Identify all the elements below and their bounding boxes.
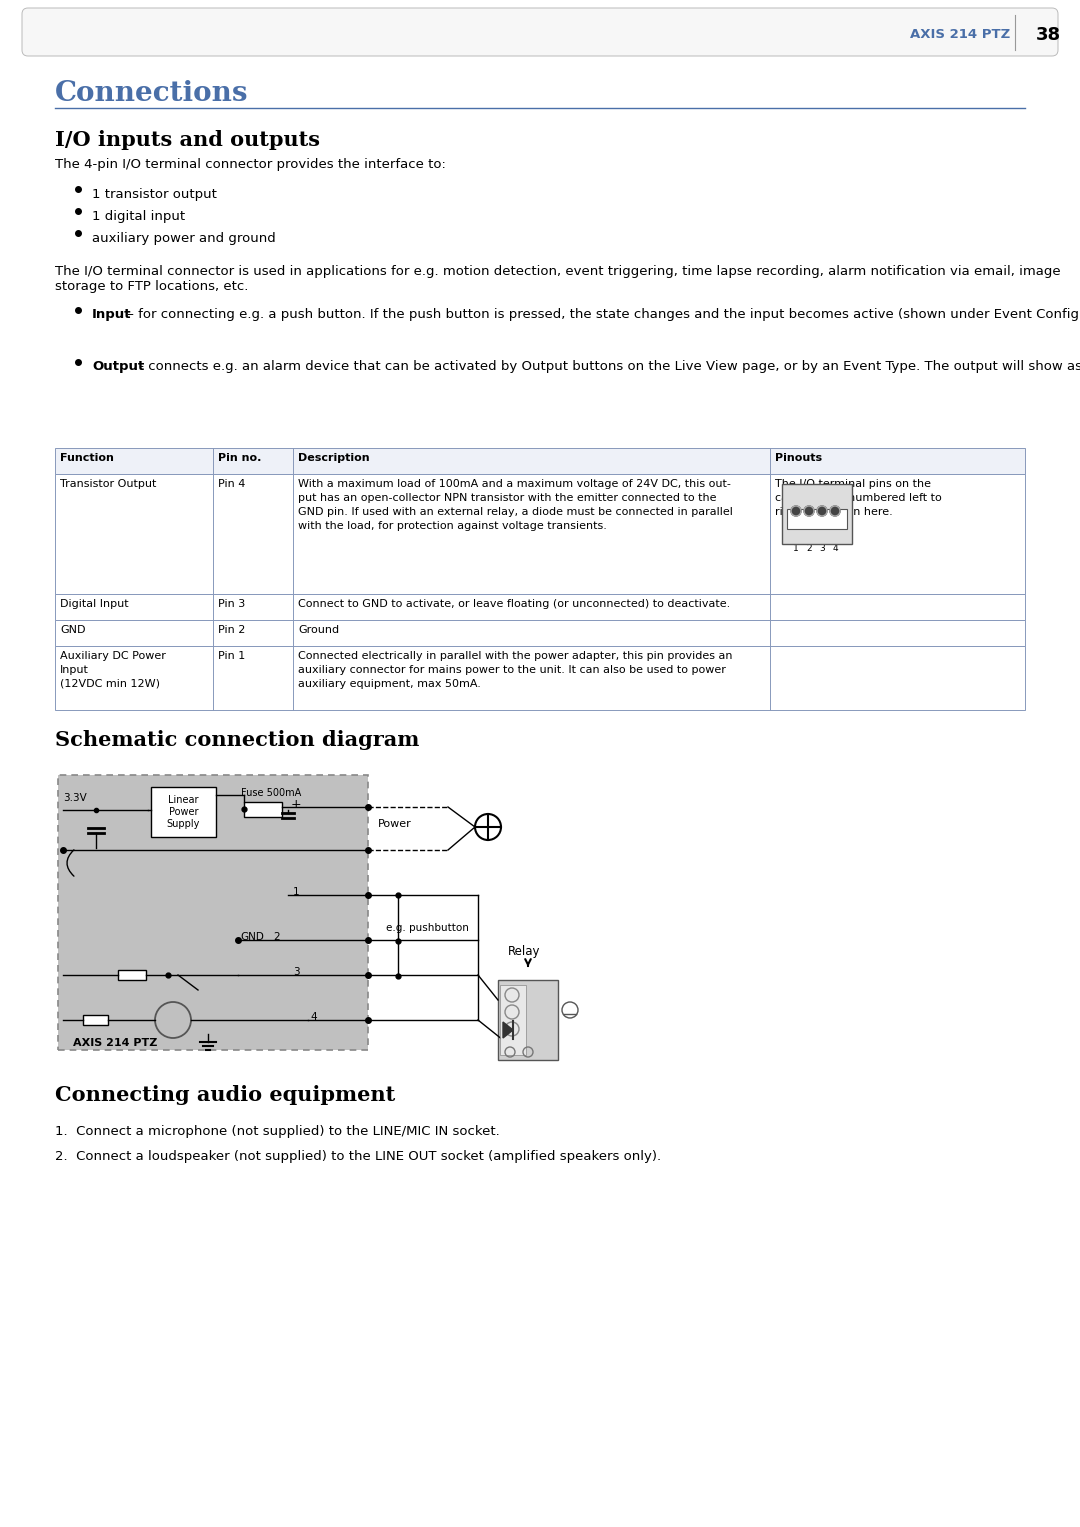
Text: 1: 1 <box>793 544 799 553</box>
Circle shape <box>816 505 827 516</box>
Text: Pin 4: Pin 4 <box>218 479 245 489</box>
Bar <box>83 1015 108 1025</box>
Text: 4: 4 <box>310 1012 316 1022</box>
Text: 2: 2 <box>806 544 812 553</box>
Text: 3.3V: 3.3V <box>63 793 86 803</box>
Bar <box>118 970 146 980</box>
Bar <box>55 473 1025 594</box>
Text: GND: GND <box>240 931 264 942</box>
Text: Connected electrically in parallel with the power adapter, this pin provides an
: Connected electrically in parallel with … <box>298 651 732 689</box>
Text: Relay: Relay <box>508 945 540 957</box>
Bar <box>787 508 847 528</box>
Text: – for connecting e.g. a push button. If the push button is pressed, the state ch: – for connecting e.g. a push button. If … <box>123 308 1080 321</box>
Text: 3: 3 <box>819 544 825 553</box>
Text: 1 transistor output: 1 transistor output <box>92 188 217 202</box>
Text: The 4-pin I/O terminal connector provides the interface to:: The 4-pin I/O terminal connector provide… <box>55 157 446 171</box>
Polygon shape <box>503 1022 513 1038</box>
Text: e.g. pushbutton: e.g. pushbutton <box>386 922 469 933</box>
Bar <box>782 484 852 544</box>
Text: Fuse 500mA: Fuse 500mA <box>241 788 301 799</box>
Text: 2.  Connect a loudspeaker (not supplied) to the LINE OUT socket (amplified speak: 2. Connect a loudspeaker (not supplied) … <box>55 1150 661 1164</box>
Bar <box>500 985 526 1055</box>
Bar <box>244 802 282 817</box>
Text: 4: 4 <box>833 544 838 553</box>
Text: - connects e.g. an alarm device that can be activated by Output buttons on the L: - connects e.g. an alarm device that can… <box>135 360 1080 373</box>
Bar <box>55 447 1025 473</box>
Text: I/O inputs and outputs: I/O inputs and outputs <box>55 130 320 150</box>
Bar <box>55 646 1025 710</box>
Text: +: + <box>291 799 301 811</box>
Text: Linear
Power
Supply: Linear Power Supply <box>166 794 200 829</box>
Text: 38: 38 <box>1036 26 1061 44</box>
Text: Schematic connection diagram: Schematic connection diagram <box>55 730 419 750</box>
Text: 2: 2 <box>273 931 280 942</box>
Text: Pinouts: Pinouts <box>775 454 822 463</box>
Text: Connect to GND to activate, or leave floating (or unconnected) to deactivate.: Connect to GND to activate, or leave flo… <box>298 599 730 609</box>
FancyBboxPatch shape <box>22 8 1058 56</box>
Text: 1 digital input: 1 digital input <box>92 211 185 223</box>
Text: Power: Power <box>378 818 411 829</box>
Text: Description: Description <box>298 454 369 463</box>
Text: auxiliary power and ground: auxiliary power and ground <box>92 232 275 244</box>
Bar <box>498 980 558 1060</box>
Text: Input: Input <box>92 308 132 321</box>
Text: 1.  Connect a microphone (not supplied) to the LINE/MIC IN socket.: 1. Connect a microphone (not supplied) t… <box>55 1125 500 1138</box>
Bar <box>58 776 368 1051</box>
Text: Auxiliary DC Power
Input
(12VDC min 12W): Auxiliary DC Power Input (12VDC min 12W) <box>60 651 166 689</box>
Text: 1: 1 <box>293 887 299 896</box>
Text: Pin 3: Pin 3 <box>218 599 245 609</box>
Text: Connections: Connections <box>55 79 248 107</box>
Text: 3: 3 <box>293 967 299 977</box>
Text: Connecting audio equipment: Connecting audio equipment <box>55 1086 395 1106</box>
Bar <box>151 786 216 837</box>
Text: Device: Device <box>510 1052 545 1061</box>
Text: Pin 1: Pin 1 <box>218 651 245 661</box>
Text: AXIS 214 PTZ: AXIS 214 PTZ <box>910 29 1010 41</box>
Text: The I/O terminal pins on the
cameras are numbered left to
right, as shown here.: The I/O terminal pins on the cameras are… <box>775 479 942 518</box>
Text: Function: Function <box>60 454 113 463</box>
Bar <box>55 620 1025 646</box>
Text: GND: GND <box>60 625 85 635</box>
Text: Transistor Output: Transistor Output <box>60 479 157 489</box>
Text: AXIS 214 PTZ: AXIS 214 PTZ <box>73 1038 158 1048</box>
Bar <box>55 594 1025 620</box>
Text: With a maximum load of 100mA and a maximum voltage of 24V DC, this out-
put has : With a maximum load of 100mA and a maxim… <box>298 479 733 531</box>
Text: Pin 2: Pin 2 <box>218 625 245 635</box>
Text: The I/O terminal connector is used in applications for e.g. motion detection, ev: The I/O terminal connector is used in ap… <box>55 266 1061 293</box>
Circle shape <box>831 505 840 516</box>
Text: Digital Input: Digital Input <box>60 599 129 609</box>
Circle shape <box>804 505 814 516</box>
Text: Output: Output <box>92 360 145 373</box>
Text: Pin no.: Pin no. <box>218 454 261 463</box>
Circle shape <box>791 505 801 516</box>
Text: Ground: Ground <box>298 625 339 635</box>
